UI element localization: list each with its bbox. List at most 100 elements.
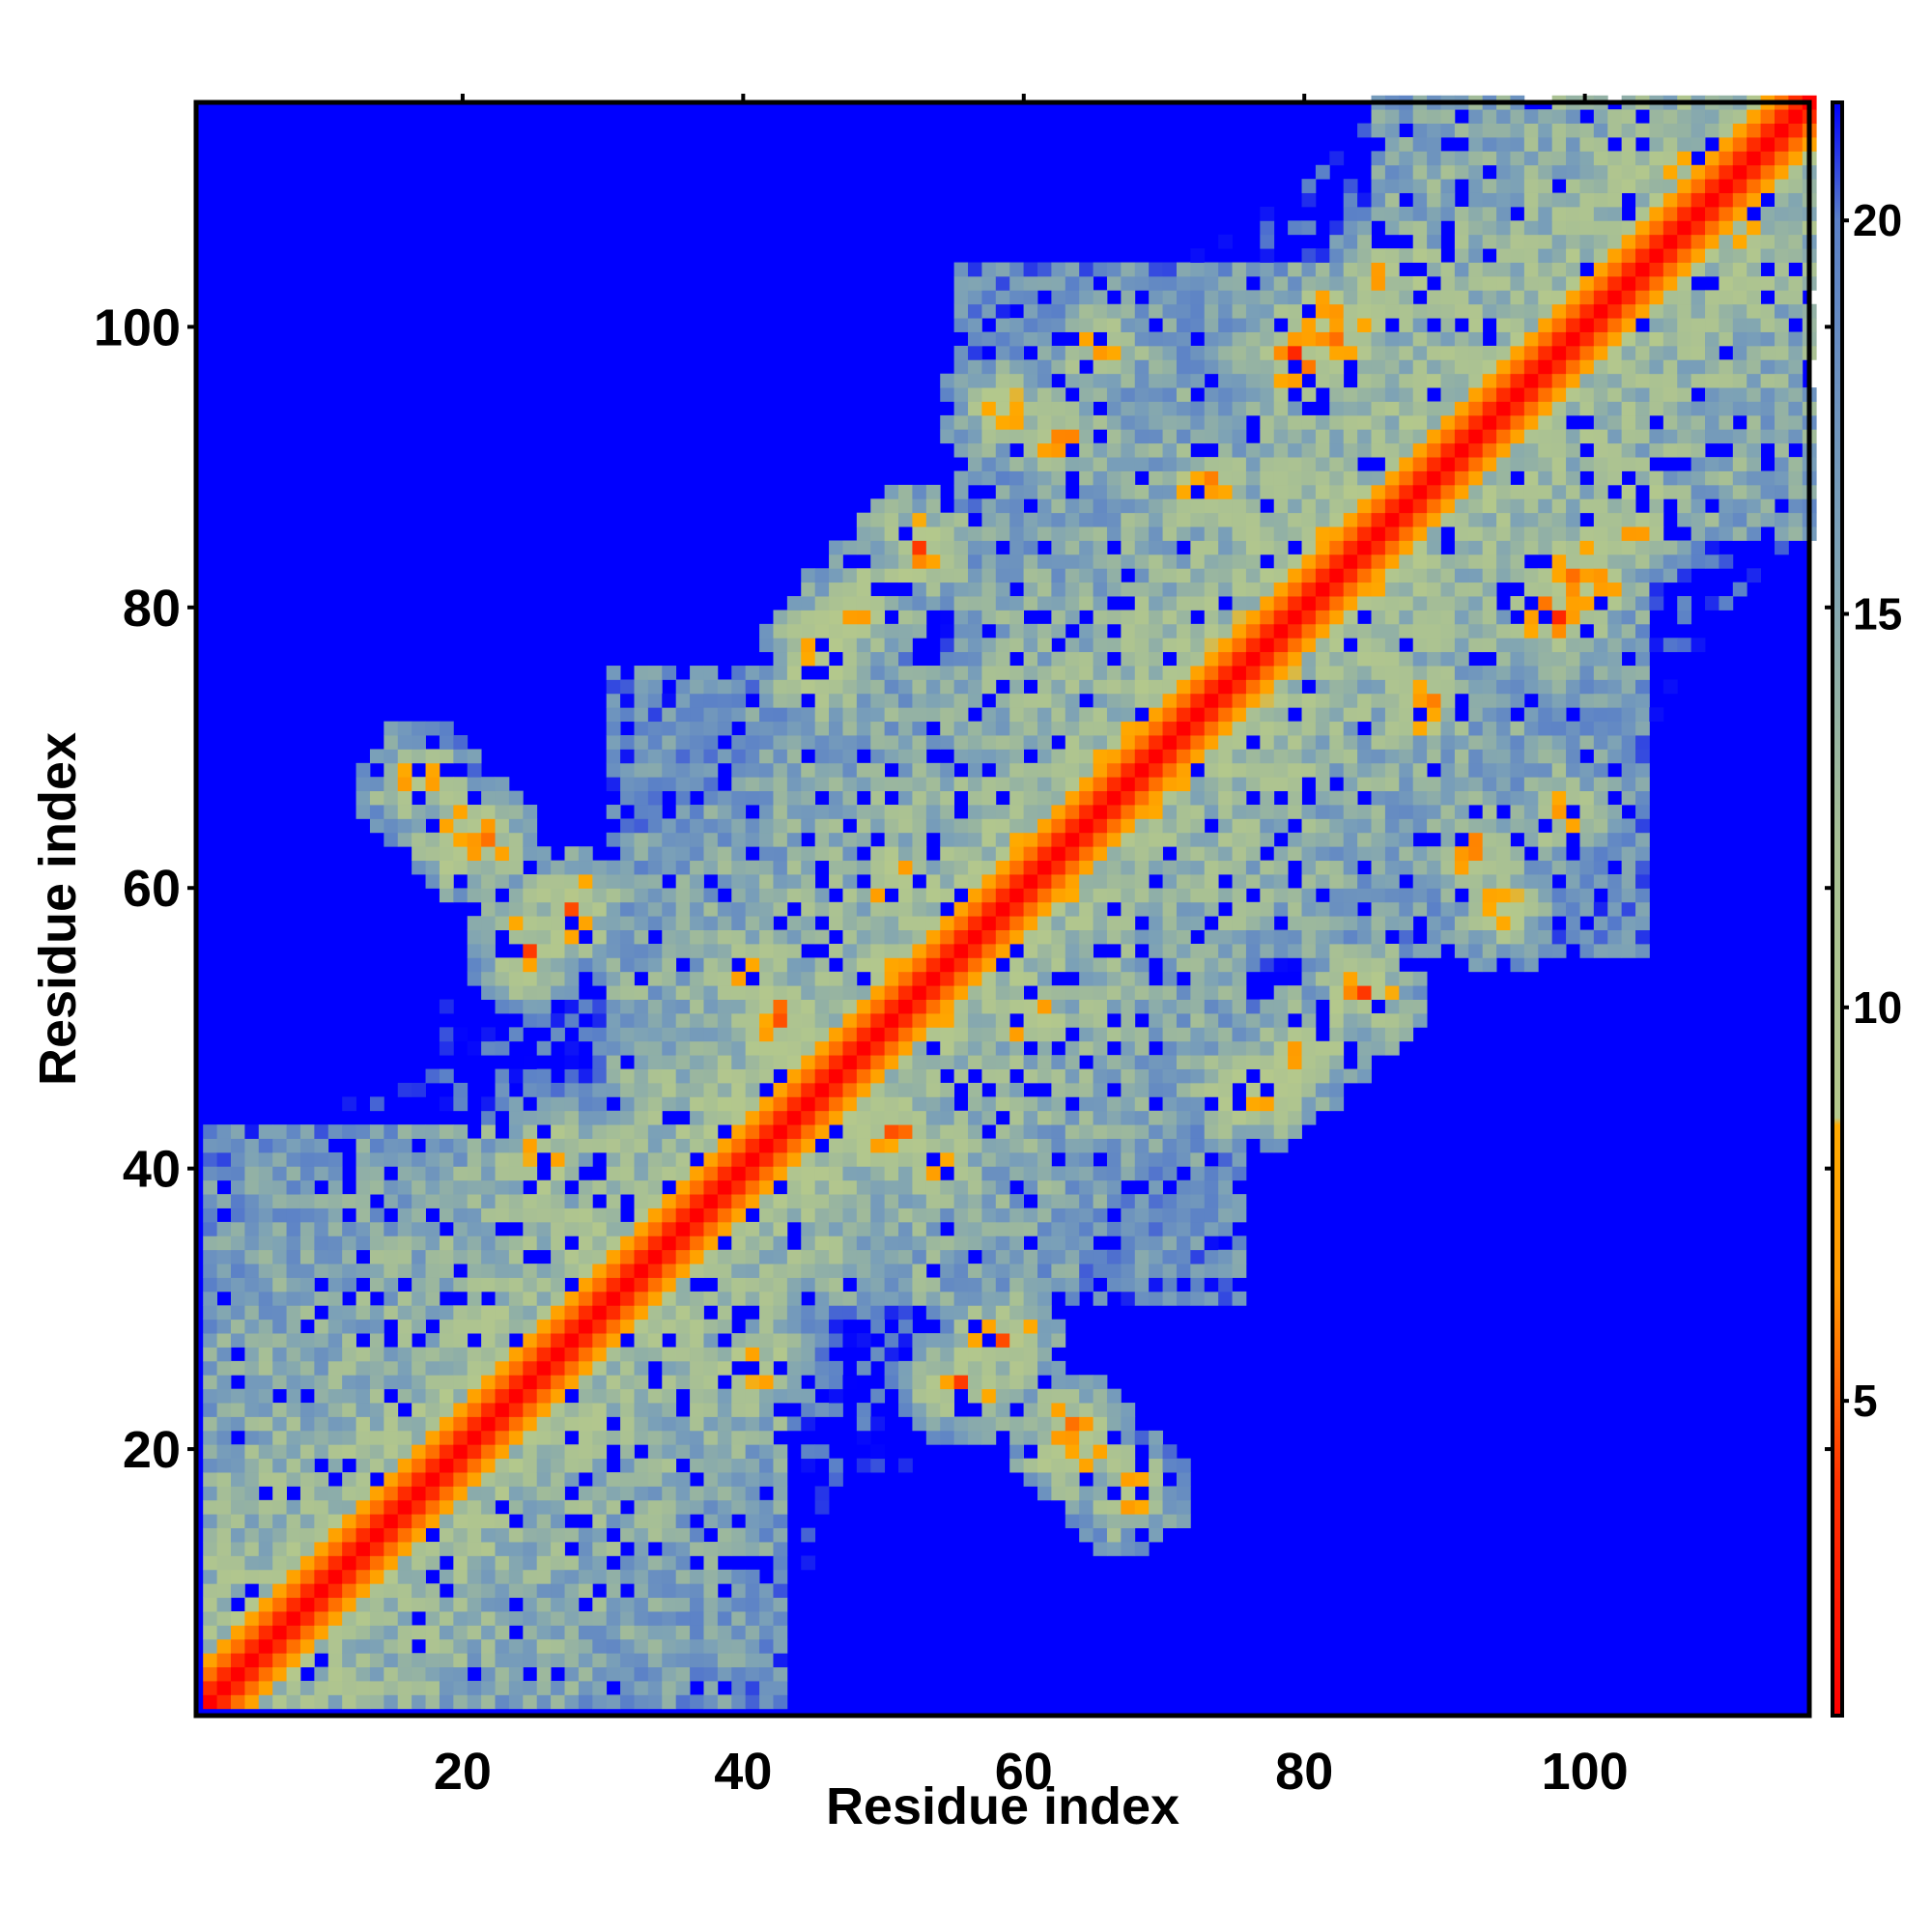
heatmap-cell: [384, 1444, 399, 1460]
heatmap-cell: [439, 777, 454, 792]
heatmap-cell: [856, 1096, 871, 1112]
heatmap-cell: [425, 1514, 440, 1529]
heatmap-cell: [856, 1179, 871, 1195]
heatmap-cell: [439, 1653, 454, 1668]
heatmap-cell: [995, 1027, 1010, 1042]
heatmap-cell: [1218, 1110, 1233, 1125]
heatmap-cell: [508, 1444, 524, 1460]
heatmap-cell: [299, 1542, 315, 1556]
heatmap-cell: [384, 1221, 399, 1236]
heatmap-cell: [384, 1458, 399, 1473]
heatmap-cell: [925, 1291, 941, 1306]
heatmap-cell: [481, 971, 496, 986]
heatmap-cell: [981, 790, 997, 806]
heatmap-cell: [369, 1388, 384, 1404]
heatmap-cell: [1301, 693, 1317, 708]
heatmap-cell: [703, 1514, 719, 1529]
heatmap-cell: [1093, 1264, 1108, 1278]
heatmap-cell: [1051, 512, 1066, 527]
heatmap-cell: [647, 1458, 663, 1473]
heatmap-cell: [592, 1638, 608, 1654]
heatmap-cell: [968, 582, 982, 597]
heatmap-cell: [1079, 929, 1094, 945]
heatmap-cell: [384, 1514, 399, 1529]
heatmap-cell: [467, 1319, 482, 1334]
heatmap-cell: [384, 1499, 399, 1515]
heatmap-cell: [870, 1458, 886, 1473]
heatmap-cell: [856, 1012, 871, 1028]
heatmap-cell: [1051, 596, 1066, 611]
heatmap-cell: [856, 1236, 871, 1251]
heatmap-cell: [717, 1638, 732, 1654]
heatmap-cell: [578, 1179, 593, 1195]
heatmap-cell: [925, 901, 941, 917]
heatmap-cell: [1051, 345, 1066, 360]
heatmap-cell: [1009, 790, 1024, 806]
heatmap-cell: [481, 1444, 496, 1460]
heatmap-cell: [745, 1166, 760, 1181]
heatmap-cell: [647, 749, 663, 764]
heatmap-cell: [1023, 512, 1038, 527]
heatmap-cell: [801, 818, 816, 834]
heatmap-cell: [592, 1653, 608, 1668]
heatmap-cell: [1218, 484, 1233, 499]
heatmap-cell: [1176, 1096, 1191, 1112]
heatmap-cell: [801, 651, 816, 667]
heatmap-cell: [1245, 262, 1261, 277]
heatmap-cell: [369, 1694, 384, 1710]
heatmap-cell: [786, 1208, 802, 1223]
heatmap-cell: [634, 1347, 649, 1362]
heatmap-cell: [1288, 777, 1302, 792]
heatmap-cell: [1093, 1291, 1108, 1306]
heatmap-cell: [620, 1012, 635, 1028]
heatmap-cell: [995, 290, 1010, 305]
heatmap-cell: [870, 707, 886, 723]
heatmap-cell: [369, 1555, 384, 1571]
heatmap-cell: [703, 1486, 719, 1501]
heatmap-cell: [773, 1236, 788, 1251]
heatmap-cell: [634, 1096, 649, 1112]
heatmap-cell: [884, 1151, 899, 1167]
heatmap-cell: [523, 1486, 538, 1501]
heatmap-cell: [856, 957, 871, 973]
heatmap-cell: [439, 1277, 454, 1293]
heatmap-cell: [1232, 1027, 1247, 1042]
heatmap-cell: [1301, 832, 1317, 847]
heatmap-cell: [981, 832, 997, 847]
heatmap-cell: [690, 1138, 704, 1153]
heatmap-cell: [1149, 832, 1163, 847]
heatmap-cell: [1315, 470, 1330, 486]
heatmap-cell: [1065, 638, 1080, 653]
heatmap-cell: [703, 1681, 719, 1695]
heatmap-cell: [801, 1096, 816, 1112]
heatmap-cell: [1176, 1514, 1191, 1529]
heatmap-cell: [953, 916, 969, 930]
heatmap-cell: [523, 1527, 538, 1543]
heatmap-cell: [592, 888, 608, 903]
heatmap-cell: [925, 1375, 941, 1390]
heatmap-cell: [258, 1666, 273, 1682]
heatmap-cell: [1134, 318, 1150, 332]
heatmap-cell: [355, 1444, 371, 1460]
heatmap-cell: [968, 1333, 982, 1348]
heatmap-cell: [425, 1249, 440, 1264]
heatmap-cell: [1204, 457, 1219, 471]
heatmap-cell: [495, 1472, 510, 1487]
heatmap-cell: [1232, 1055, 1247, 1069]
heatmap-cell: [592, 1012, 608, 1028]
heatmap-cell: [1079, 318, 1094, 332]
heatmap-cell: [703, 1542, 719, 1556]
heatmap-cell: [647, 957, 663, 973]
heatmap-cell: [1232, 387, 1247, 402]
heatmap-cell: [327, 1694, 343, 1710]
heatmap-cell: [467, 1514, 482, 1529]
heatmap-cell: [327, 1221, 343, 1236]
heatmap-cell: [717, 1305, 732, 1321]
heatmap-cell: [1260, 220, 1275, 236]
heatmap-cell: [1288, 554, 1302, 569]
heatmap-cell: [662, 1625, 677, 1640]
heatmap-cell: [662, 1527, 677, 1543]
heatmap-cell: [759, 1499, 774, 1515]
heatmap-cell: [1079, 1375, 1094, 1390]
heatmap-cell: [1065, 1277, 1080, 1293]
